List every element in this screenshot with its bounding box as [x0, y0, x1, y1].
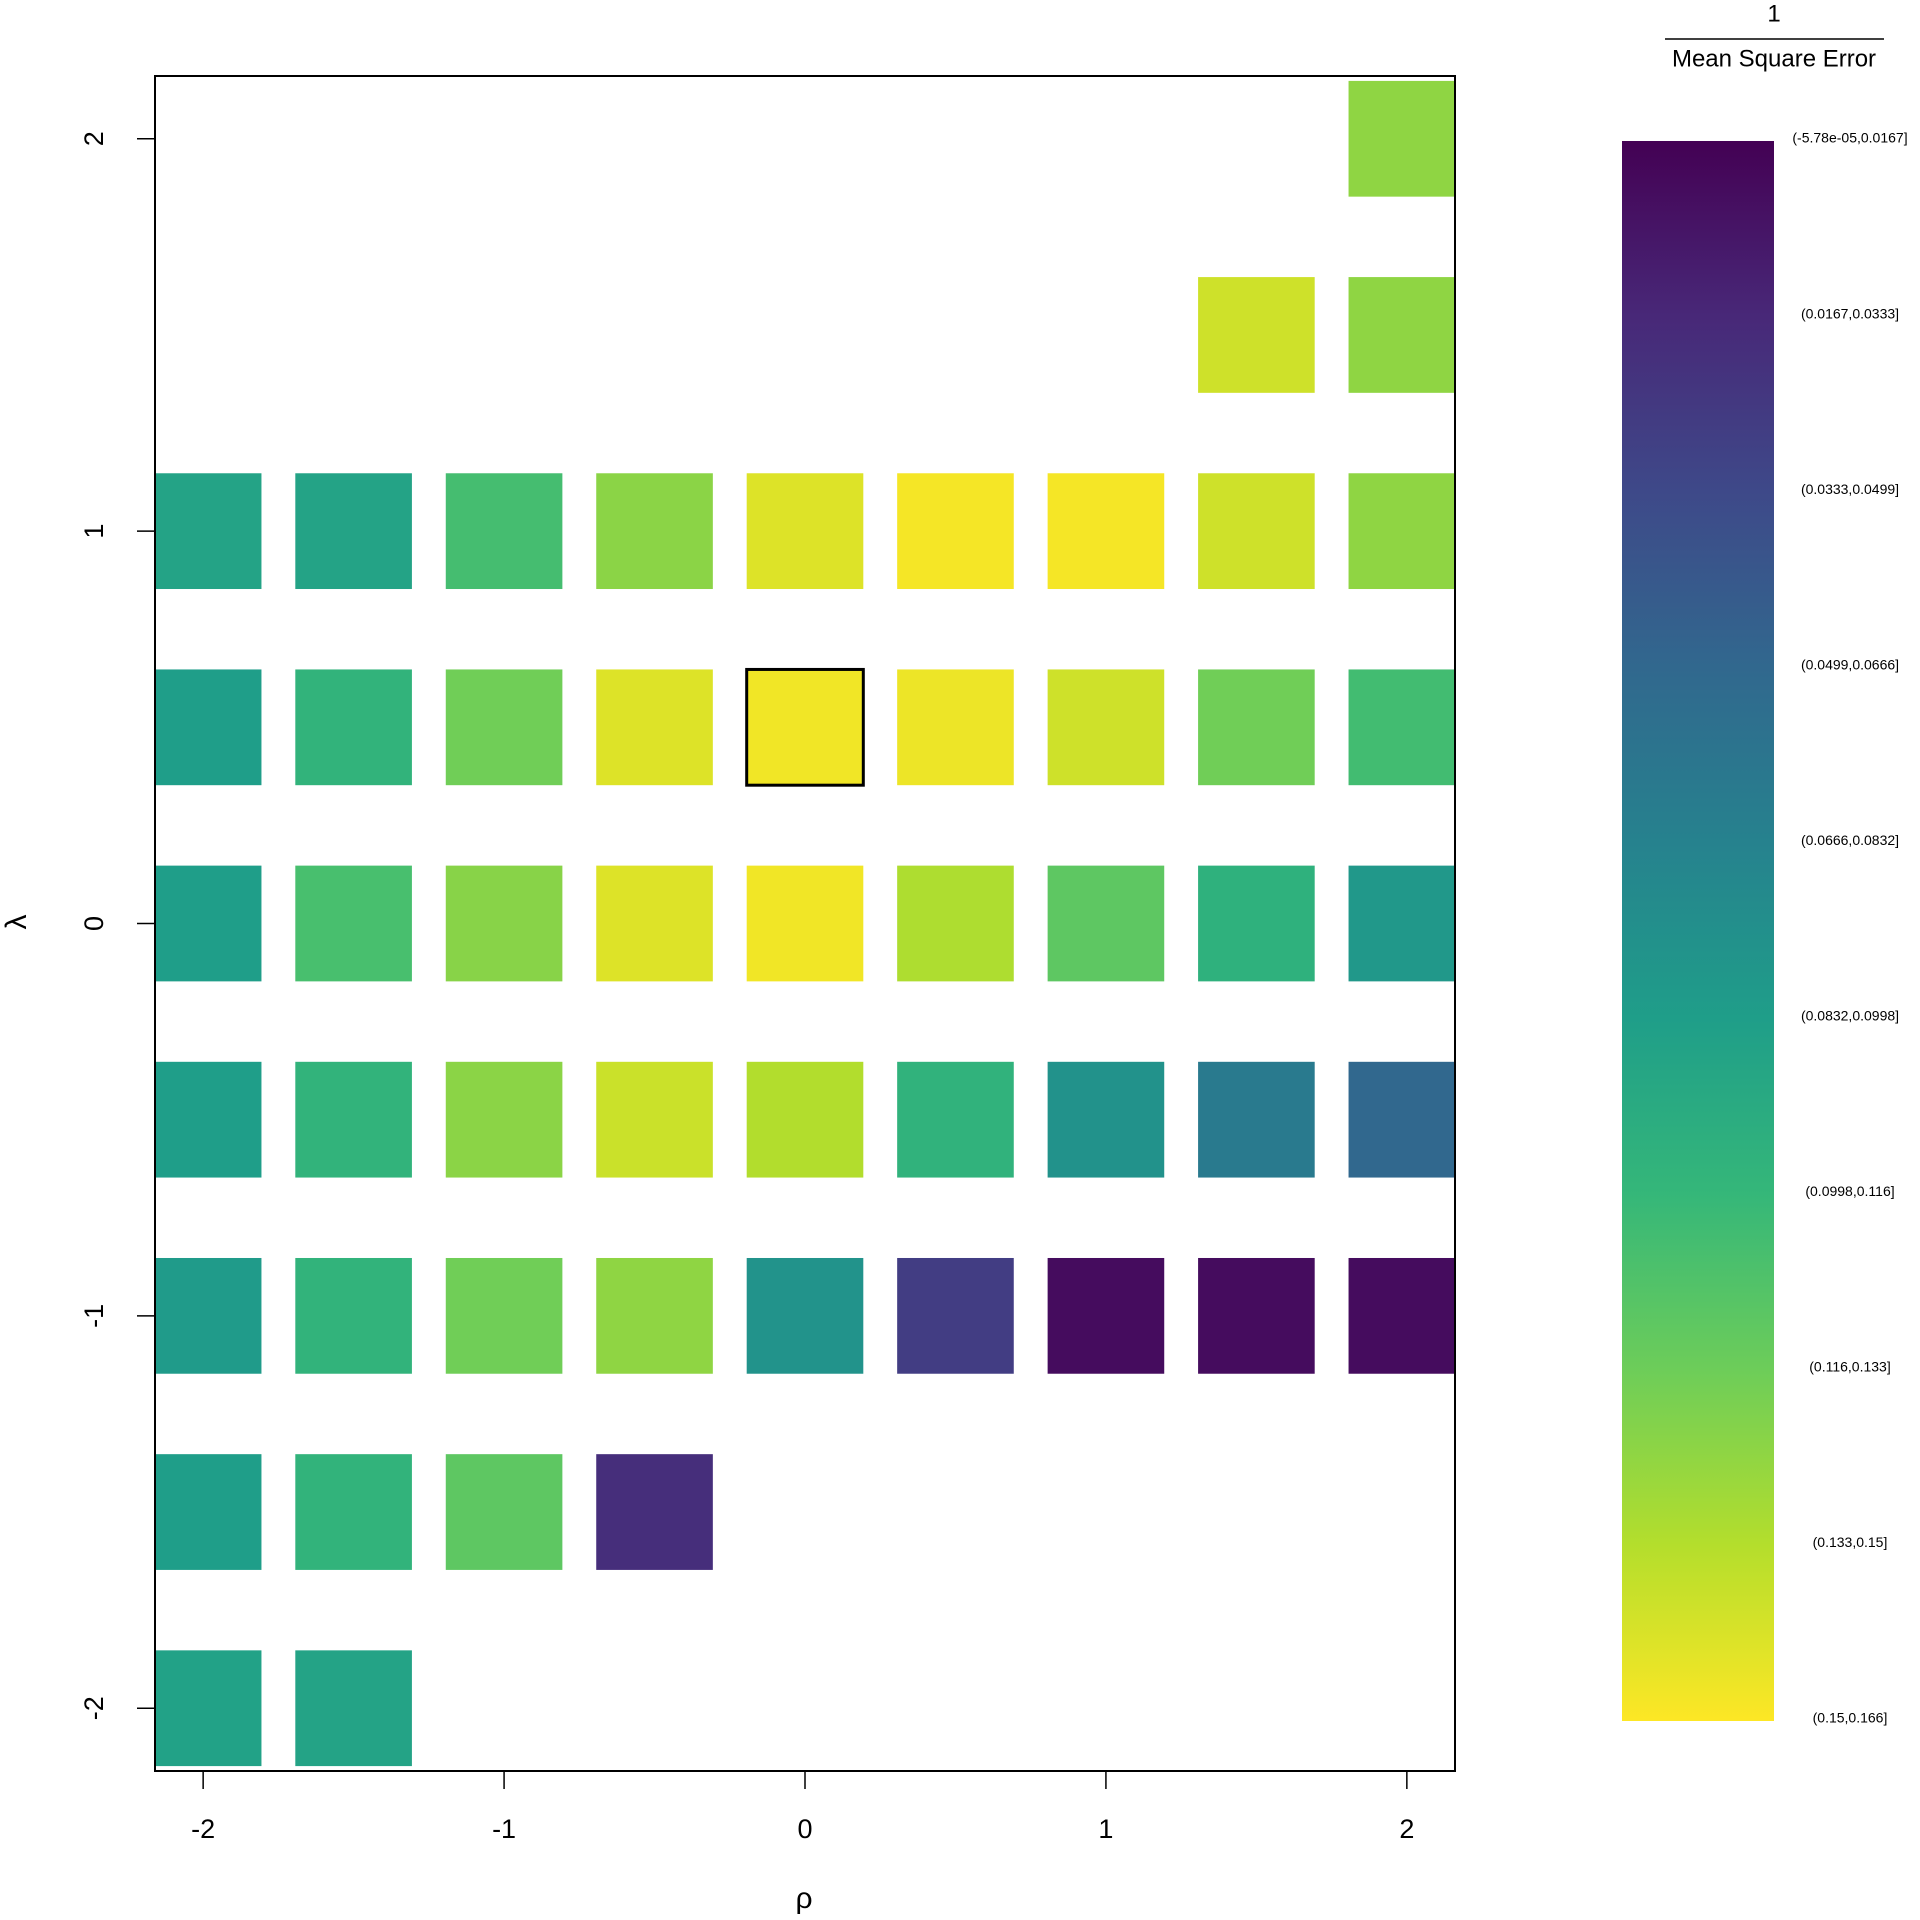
- cell: [1348, 669, 1455, 786]
- legend-title-numerator: 1: [1767, 0, 1780, 27]
- cell: [746, 1061, 864, 1178]
- cell: [1348, 1257, 1455, 1374]
- cell: [155, 669, 262, 786]
- cell: [445, 865, 563, 982]
- cell: [155, 1257, 262, 1374]
- cell: [445, 1061, 563, 1178]
- cell: [596, 1257, 713, 1374]
- cell: [445, 1257, 563, 1374]
- cell: [445, 473, 563, 590]
- legend-bin-label: (-5.78e-05,0.0167]: [1792, 130, 1907, 146]
- cell: [155, 473, 262, 590]
- cell: [295, 1650, 412, 1767]
- cell: [1348, 80, 1455, 197]
- legend-bin-label: (0.133,0.15]: [1813, 1534, 1888, 1550]
- legend-bin-label: (0.0832,0.0998]: [1801, 1007, 1899, 1023]
- cell: [1198, 1257, 1315, 1374]
- cell: [445, 1454, 563, 1570]
- cell: [1047, 1257, 1165, 1374]
- cell: [155, 1650, 262, 1767]
- x-tick-label: 2: [1399, 1814, 1414, 1844]
- cell: [1348, 277, 1455, 393]
- x-axis-title: ρ: [795, 1882, 812, 1915]
- cell: [897, 1061, 1014, 1178]
- legend-bin-label: (0.0666,0.0832]: [1801, 832, 1899, 848]
- y-tick-label: -1: [79, 1304, 109, 1328]
- cell: [445, 669, 563, 786]
- cell: [1348, 1061, 1455, 1178]
- cell: [1047, 669, 1165, 786]
- cell: [596, 1454, 713, 1570]
- cell: [155, 865, 262, 982]
- cell: [596, 865, 713, 982]
- legend-title-denominator: Mean Square Error: [1672, 45, 1876, 72]
- cell: [295, 473, 412, 590]
- cell: [746, 865, 864, 982]
- cell: [155, 1454, 262, 1570]
- legend-bin-label: (0.0167,0.0333]: [1801, 305, 1899, 321]
- cell: [295, 1257, 412, 1374]
- cell: [746, 1257, 864, 1374]
- highlighted-cell: [745, 667, 865, 787]
- cell: [1198, 865, 1315, 982]
- x-tick-label: -1: [492, 1814, 516, 1844]
- legend-bin-label: (0.0333,0.0499]: [1801, 481, 1899, 497]
- colorbar: [1622, 141, 1774, 1721]
- cell: [897, 1257, 1014, 1374]
- x-tick-label: 0: [797, 1814, 812, 1844]
- cell: [897, 865, 1014, 982]
- cell: [1198, 277, 1315, 393]
- cells: [155, 80, 1455, 1767]
- cell: [897, 669, 1014, 786]
- cell: [1348, 865, 1455, 982]
- cell: [1047, 1061, 1165, 1178]
- x-tick-label: 1: [1098, 1814, 1113, 1844]
- x-tick-label: -2: [191, 1814, 215, 1844]
- y-tick-label: 1: [79, 524, 109, 539]
- legend-bin-label: (0.0998,0.116]: [1805, 1183, 1894, 1199]
- cell: [746, 473, 864, 590]
- cell: [1198, 473, 1315, 590]
- cell: [1047, 473, 1165, 590]
- cell: [295, 865, 412, 982]
- cell: [1348, 473, 1455, 590]
- cell: [1047, 865, 1165, 982]
- cell: [596, 669, 713, 786]
- cell: [155, 1061, 262, 1178]
- y-tick-label: -2: [79, 1696, 109, 1720]
- cell: [1198, 669, 1315, 786]
- cell: [295, 1061, 412, 1178]
- cell: [596, 1061, 713, 1178]
- legend-bin-label: (0.116,0.133]: [1809, 1359, 1890, 1375]
- y-tick-label: 0: [79, 916, 109, 931]
- y-axis-title: λ: [0, 915, 33, 930]
- legend-bin-label: (0.15,0.166]: [1813, 1710, 1888, 1726]
- cell: [1198, 1061, 1315, 1178]
- cell: [295, 669, 412, 786]
- cell: [295, 1454, 412, 1570]
- y-tick-label: 2: [79, 131, 109, 146]
- cell: [897, 473, 1014, 590]
- cell: [596, 473, 713, 590]
- legend-bin-label: (0.0499,0.0666]: [1801, 656, 1899, 672]
